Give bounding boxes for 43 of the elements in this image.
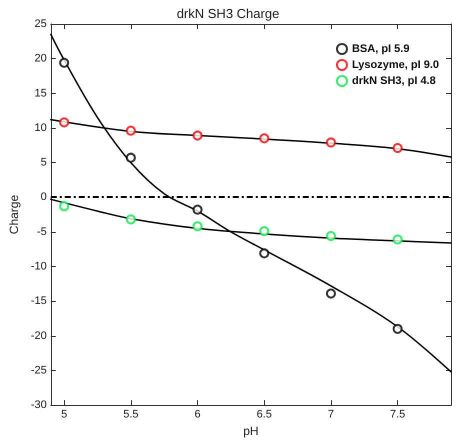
line-series: [50, 34, 452, 373]
point: [392, 234, 403, 244]
point: [192, 204, 203, 215]
y-tick-label: -30: [30, 399, 47, 412]
y-tick-label: -20: [30, 330, 47, 342]
point: [326, 137, 336, 148]
y-tick-label: -10: [30, 260, 47, 273]
y-tick-label: -25: [30, 364, 47, 376]
legend-label: BSA, pI 5.9: [352, 43, 410, 55]
point: [259, 248, 270, 258]
point: [126, 126, 136, 136]
x-tick-label: 5.5: [123, 408, 138, 421]
point: [392, 324, 403, 334]
x-tick-label: 5: [61, 408, 68, 421]
point: [126, 214, 136, 224]
point: [59, 201, 70, 212]
x-tick-label: 7.5: [390, 408, 406, 421]
y-tick-label: 5: [40, 156, 47, 169]
legend-label: Lysozyme, pI 9.0: [352, 59, 440, 71]
y-tick-label: 15: [34, 87, 47, 100]
y-tick-label: 20: [34, 52, 47, 65]
y-tick-label: -5: [37, 226, 47, 238]
chart-title: drkN SH3 Charge: [176, 6, 280, 21]
point: [259, 226, 270, 236]
point: [392, 143, 403, 154]
y-axis-title: Charge: [7, 194, 21, 234]
y-tick-label: 25: [34, 18, 47, 30]
x-tick-label: 7: [328, 408, 334, 421]
x-tick-label: 6: [194, 408, 201, 421]
point: [259, 133, 270, 144]
point: [326, 231, 336, 242]
point: [126, 152, 136, 163]
point: [59, 117, 70, 128]
point: [192, 221, 203, 232]
y-tick-label: -15: [30, 295, 47, 308]
x-tick-label: 6.5: [256, 408, 272, 421]
point: [192, 130, 203, 141]
point: [59, 58, 70, 68]
y-tick-label: 10: [34, 122, 47, 134]
legend-label: drkN SH3, pI 4.8: [352, 75, 436, 87]
y-tick-label: 0: [40, 191, 47, 204]
x-axis-title: pH: [243, 424, 259, 438]
point: [326, 288, 336, 299]
